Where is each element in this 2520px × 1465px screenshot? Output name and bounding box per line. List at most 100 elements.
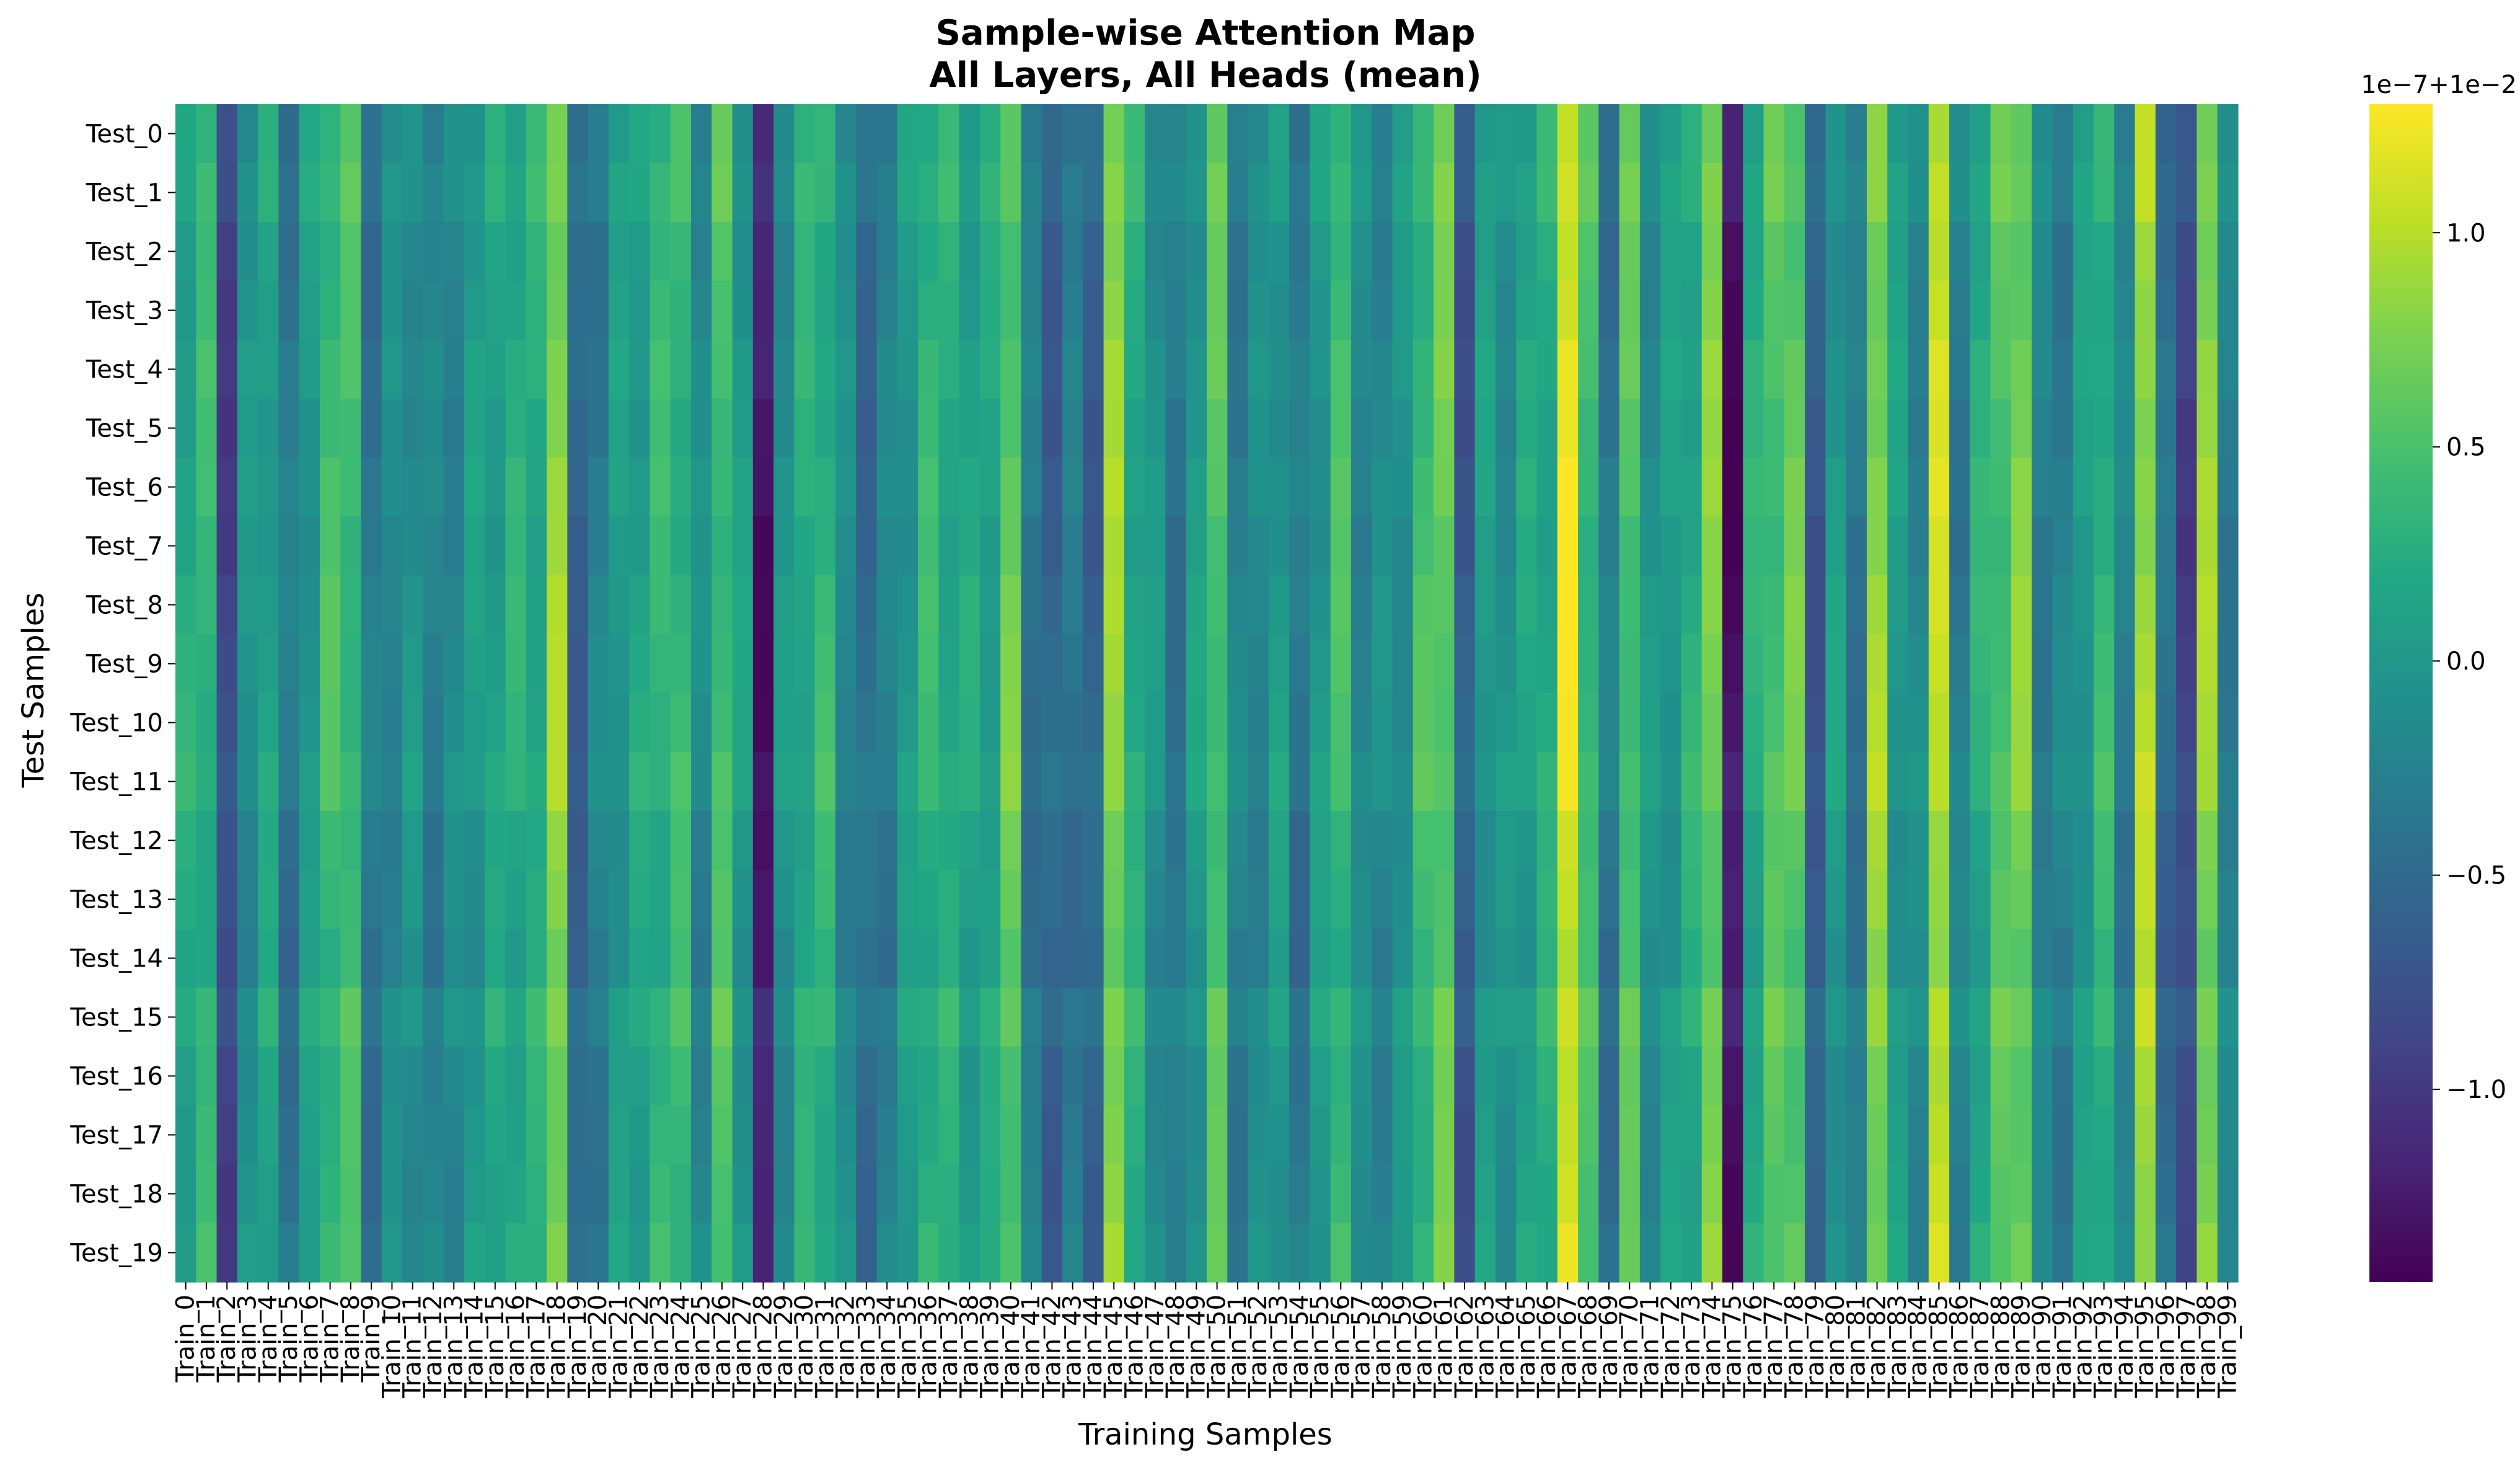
heatmap-cell (1578, 458, 1599, 517)
heatmap-cell (1681, 1105, 1703, 1165)
heatmap-cell (2217, 104, 2239, 164)
heatmap-cell (1763, 693, 1785, 753)
heatmap-cell (608, 870, 630, 929)
heatmap-cell (1701, 281, 1723, 340)
heatmap-cell (381, 693, 403, 753)
heatmap-cell (794, 281, 816, 340)
x-tick-label: Train_27 (728, 1295, 757, 1399)
heatmap-cell (2217, 458, 2239, 517)
heatmap-cell (216, 575, 238, 635)
heatmap-cell (1598, 1223, 1620, 1283)
heatmap-cell (340, 575, 362, 635)
heatmap-cell (402, 1223, 423, 1283)
heatmap-cell (299, 222, 320, 281)
x-tick-label: Train_60 (1409, 1295, 1437, 1399)
heatmap-cell (1083, 163, 1104, 223)
heatmap-cell (340, 399, 362, 458)
heatmap-cell (1701, 104, 1723, 164)
heatmap-cell (485, 1164, 506, 1224)
heatmap-cell (299, 575, 320, 635)
heatmap-cell (959, 163, 980, 223)
heatmap-cell (1207, 752, 1228, 812)
x-tick-label: Train_72 (1657, 1295, 1685, 1399)
heatmap-cell (485, 634, 506, 694)
heatmap-cell (1434, 1105, 1455, 1165)
heatmap-cell (979, 575, 1001, 635)
heatmap-cell (1866, 1164, 1888, 1224)
heatmap-cell (814, 340, 836, 399)
x-tick-label: Train_44 (1079, 1295, 1108, 1399)
heatmap-cell (1186, 811, 1207, 870)
x-tick-label: Train_84 (1904, 1295, 1932, 1399)
x-tick-label: Train_56 (1326, 1295, 1355, 1399)
heatmap-cell (1516, 870, 1538, 929)
heatmap-cell (1598, 811, 1620, 870)
heatmap-cell (1516, 516, 1538, 576)
heatmap-cell (650, 340, 671, 399)
heatmap-cell (1743, 281, 1764, 340)
heatmap-cell (196, 1047, 218, 1106)
heatmap-cell (1207, 693, 1228, 753)
x-tick-label: Train_57 (1347, 1295, 1376, 1399)
heatmap-cell (1578, 752, 1599, 812)
heatmap-cell (1536, 399, 1558, 458)
heatmap-cell (2176, 811, 2198, 870)
heatmap-cell (629, 340, 651, 399)
heatmap-cell (1145, 1047, 1166, 1106)
heatmap-cell (1434, 1164, 1455, 1224)
heatmap-cell (1372, 340, 1393, 399)
heatmap-cell (381, 811, 403, 870)
heatmap-cell (918, 1105, 939, 1165)
heatmap-cell (1990, 693, 2012, 753)
heatmap-cell (1124, 693, 1145, 753)
heatmap-cell (773, 399, 795, 458)
heatmap-cell (1949, 516, 1970, 576)
heatmap-cell (856, 399, 878, 458)
x-tick-label: Train_23 (646, 1295, 674, 1399)
heatmap-cell (1887, 516, 1909, 576)
heatmap-cell (1887, 929, 1909, 988)
x-tick-label: Train_71 (1636, 1295, 1665, 1399)
heatmap-cell (1372, 752, 1393, 812)
heatmap-cell (1474, 1047, 1496, 1106)
heatmap-cell (2011, 281, 2032, 340)
heatmap-cell (423, 104, 444, 164)
heatmap-cell (1041, 870, 1063, 929)
heatmap-cell (237, 1047, 258, 1106)
x-tick-label: Train_68 (1574, 1295, 1603, 1399)
heatmap-cell (402, 458, 423, 517)
heatmap-cell (299, 104, 320, 164)
heatmap-cell (196, 752, 218, 812)
heatmap-cell (485, 752, 506, 812)
heatmap-cell (2135, 870, 2156, 929)
heatmap-cell (1021, 104, 1042, 164)
heatmap-cell (1990, 1164, 2012, 1224)
heatmap-cell (979, 340, 1001, 399)
heatmap-cell (1434, 222, 1455, 281)
heatmap-cell (1805, 458, 1826, 517)
heatmap-cell (2196, 340, 2218, 399)
heatmap-cell (1186, 399, 1207, 458)
heatmap-cell (278, 870, 300, 929)
heatmap-cell (175, 752, 196, 812)
heatmap-cell (1372, 281, 1393, 340)
heatmap-cell (1289, 1164, 1310, 1224)
heatmap-cell (1805, 340, 1826, 399)
heatmap-cell (773, 752, 795, 812)
heatmap-cell (1887, 163, 1909, 223)
heatmap-cell (1000, 693, 1022, 753)
heatmap-cell (547, 811, 568, 870)
heatmap-cell (443, 163, 465, 223)
heatmap-cell (1639, 458, 1661, 517)
heatmap-cell (691, 399, 712, 458)
heatmap-cell (237, 693, 258, 753)
heatmap-cell (835, 163, 857, 223)
heatmap-cell (2155, 634, 2177, 694)
heatmap-cell (423, 281, 444, 340)
heatmap-cell (588, 929, 609, 988)
heatmap-cell (1083, 281, 1104, 340)
heatmap-cell (1887, 1164, 1909, 1224)
heatmap-cell (835, 1223, 857, 1283)
heatmap-cell (1474, 1105, 1496, 1165)
x-tick-label: Train_77 (1760, 1295, 1788, 1399)
